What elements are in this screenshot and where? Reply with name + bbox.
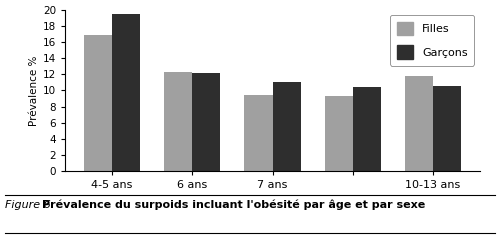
- Text: Figure 6: Figure 6: [5, 200, 54, 210]
- Bar: [244, 95, 272, 171]
- Bar: [272, 82, 300, 171]
- Bar: [84, 35, 112, 171]
- Legend: Filles, Garçons: Filles, Garçons: [390, 15, 474, 65]
- Bar: [164, 72, 192, 171]
- Y-axis label: Prévalence %: Prévalence %: [28, 55, 38, 126]
- Text: Prévalence du surpoids incluant l'obésité par âge et par sexe: Prévalence du surpoids incluant l'obésit…: [42, 200, 426, 210]
- Bar: [112, 14, 140, 171]
- Bar: [353, 87, 381, 171]
- Bar: [192, 73, 220, 171]
- Bar: [405, 76, 433, 171]
- Bar: [324, 96, 353, 171]
- Bar: [433, 86, 461, 171]
